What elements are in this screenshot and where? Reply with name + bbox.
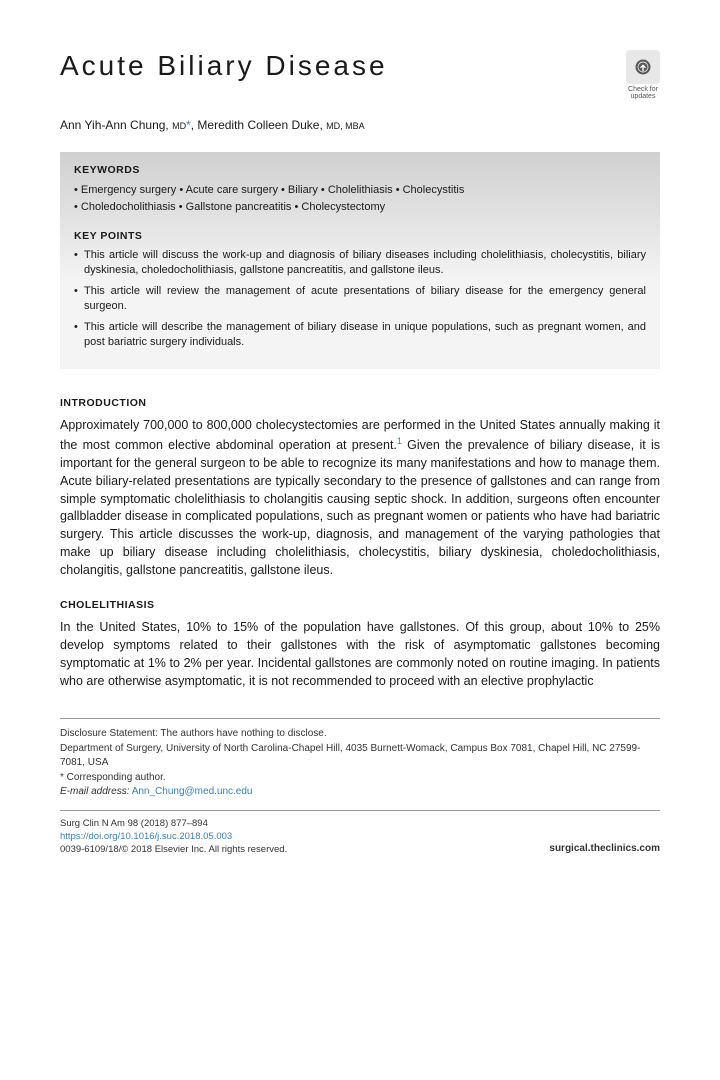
- journal-left: Surg Clin N Am 98 (2018) 877–894 https:/…: [60, 817, 287, 857]
- journal-doi[interactable]: https://doi.org/10.1016/j.suc.2018.05.00…: [60, 830, 287, 843]
- badge-label: Check for updates: [628, 86, 658, 100]
- journal-copyright: 0039-6109/18/© 2018 Elsevier Inc. All ri…: [60, 843, 287, 856]
- disclosure-statement: Disclosure Statement: The authors have n…: [60, 727, 660, 742]
- keypoints-list: This article will discuss the work-up an…: [74, 248, 646, 350]
- journal-site[interactable]: surgical.theclinics.com: [549, 842, 660, 857]
- section-heading-introduction: INTRODUCTION: [60, 397, 660, 409]
- check-updates-icon: [626, 50, 660, 84]
- keypoint-item: This article will review the management …: [74, 284, 646, 315]
- keypoint-item: This article will describe the managemen…: [74, 320, 646, 351]
- article-title: Acute Biliary Disease: [60, 50, 388, 82]
- keywords-heading: KEYWORDS: [74, 164, 646, 176]
- affiliation: Department of Surgery, University of Nor…: [60, 742, 660, 771]
- author-line: Ann Yih-Ann Chung, MD*, Meredith Colleen…: [60, 118, 660, 132]
- journal-footer-row: Surg Clin N Am 98 (2018) 877–894 https:/…: [60, 810, 660, 857]
- keywords-keypoints-box: KEYWORDS • Emergency surgery • Acute car…: [60, 152, 660, 369]
- corresponding-author: * Corresponding author.: [60, 771, 660, 786]
- introduction-paragraph: Approximately 700,000 to 800,000 cholecy…: [60, 417, 660, 579]
- journal-citation: Surg Clin N Am 98 (2018) 877–894: [60, 817, 287, 830]
- email-label: E-mail address:: [60, 786, 129, 797]
- keypoint-item: This article will discuss the work-up an…: [74, 248, 646, 279]
- keywords-list: • Emergency surgery • Acute care surgery…: [74, 182, 646, 216]
- keywords-line-1: • Emergency surgery • Acute care surgery…: [74, 182, 646, 199]
- email-address[interactable]: Ann_Chung@med.unc.edu: [132, 786, 253, 797]
- email-line: E-mail address: Ann_Chung@med.unc.edu: [60, 785, 660, 800]
- cholelithiasis-paragraph: In the United States, 10% to 15% of the …: [60, 619, 660, 690]
- header-row: Acute Biliary Disease Check for updates: [60, 50, 660, 100]
- keywords-line-2: • Choledocholithiasis • Gallstone pancre…: [74, 199, 646, 216]
- check-updates-badge[interactable]: Check for updates: [626, 50, 660, 100]
- footer-block: Disclosure Statement: The authors have n…: [60, 718, 660, 856]
- section-heading-cholelithiasis: CHOLELITHIASIS: [60, 599, 660, 611]
- keypoints-heading: KEY POINTS: [74, 230, 646, 242]
